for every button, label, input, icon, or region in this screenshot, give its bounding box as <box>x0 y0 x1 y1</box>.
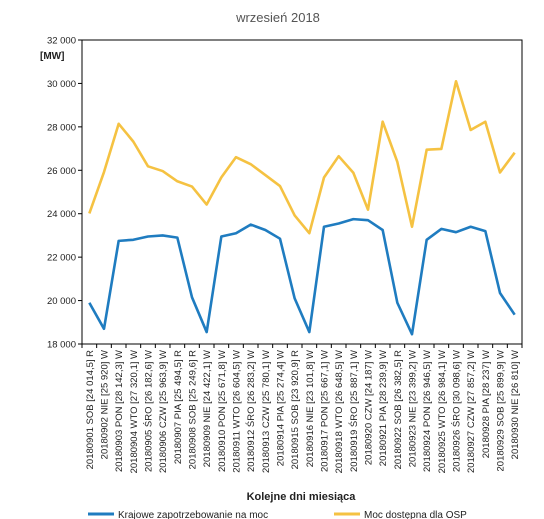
y-tick-label: 22 000 <box>47 253 76 264</box>
x-tick-label: 20180922 SOB [26 382,5] R <box>393 350 404 470</box>
y-tick-label: 28 000 <box>47 122 76 133</box>
x-tick-label: 20180909 NIE [24 422,1] W <box>202 350 213 467</box>
x-tick-label: 20180919 ŚRO [25 887,1] W <box>348 350 360 472</box>
x-tick-label: 20180901 SOB [24 014,5] R <box>85 350 96 470</box>
x-tick-label: 20180916 NIE [23 101,8] W <box>305 350 316 467</box>
y-tick-label: 24 000 <box>47 209 76 220</box>
x-tick-label: 20180921 PIA [28 239,9] W <box>378 350 389 466</box>
x-tick-label: 20180903 PON [28 142,3] W <box>114 350 125 472</box>
x-tick-label: 20180915 SOB [23 920,9] R <box>290 350 301 470</box>
y-axis: 18 000 20 000 22 000 24 000 26 000 28 000 30 0… <box>47 36 82 351</box>
series-line-2 <box>88 79 516 235</box>
y-tick-label: 30 000 <box>47 79 76 90</box>
x-tick-label: 20180902 NIE [25 920] W <box>100 350 111 459</box>
x-tick-label: 20180918 WTO [26 648,5] W <box>334 350 345 473</box>
x-tick-label: 20180908 SOB [25 249,6] R <box>188 350 199 470</box>
y-tick-label: 32 000 <box>47 36 76 47</box>
x-tick-label: 20180929 SOB [25 899,9] W <box>496 350 507 472</box>
x-tick-label: 20180927 CZW [27 857,2] W <box>466 350 477 473</box>
series-lines <box>88 79 516 336</box>
x-tick-label: 20180920 CZW [24 187] W <box>364 350 375 465</box>
x-tick-label: 20180924 PON [26 946,5] W <box>422 350 433 472</box>
legend: Krajowe zapotrzebowanie na moc Moc dostęp… <box>88 510 467 519</box>
legend-label-2: Moc dostępna dla OSP <box>364 510 467 519</box>
x-tick-label: 20180911 WTO [26 604,5] W <box>232 350 243 473</box>
x-tick-label: 20180904 WTO [27 320,1] W <box>129 350 140 473</box>
x-tick-label: 20180906 CZW [25 963,9] W <box>158 350 169 473</box>
y-tick-label: 20 000 <box>47 296 76 307</box>
x-tick-label: 20180917 PON [25 667,1] W <box>320 350 331 472</box>
x-tick-label: 20180930 NIE [26 810] W <box>510 350 521 459</box>
chart-title: wrzesień 2018 <box>235 10 320 25</box>
legend-label-1: Krajowe zapotrzebowanie na moc <box>118 510 268 519</box>
x-tick-label: 20180928 PIA [28 237] W <box>481 350 492 458</box>
y-axis-unit: [MW] <box>40 51 64 62</box>
y-tick-label: 18 000 <box>47 340 76 351</box>
x-tick-label: 20180907 PIA [25 494,5] R <box>173 350 184 464</box>
x-tick-label: 20180905 ŚRO [26 182,6] W <box>143 350 155 472</box>
x-tick-label: 20180914 PIA [25 274,4] W <box>276 350 287 466</box>
x-tick-label: 20180923 NIE [23 399,2] W <box>408 350 419 467</box>
x-tick-label: 20180910 PON [25 671,8] W <box>217 350 228 472</box>
x-axis: 20180901 SOB [24 014,5] R 20180902 NIE [2… <box>81 344 523 473</box>
plot-area <box>81 39 523 345</box>
y-tick-label: 26 000 <box>47 166 76 177</box>
x-tick-label: 20180913 CZW [25 780,1] W <box>261 350 272 473</box>
series-line-1 <box>88 217 516 336</box>
x-tick-label: 20180912 ŚRO [26 283,2] W <box>245 350 257 472</box>
x-tick-label: 20180925 WTO [26 984,1] W <box>437 350 448 473</box>
x-tick-label: 20180926 ŚRO [30 098,6] W <box>451 350 463 472</box>
x-axis-label: Kolejne dni miesiąca <box>247 491 357 503</box>
